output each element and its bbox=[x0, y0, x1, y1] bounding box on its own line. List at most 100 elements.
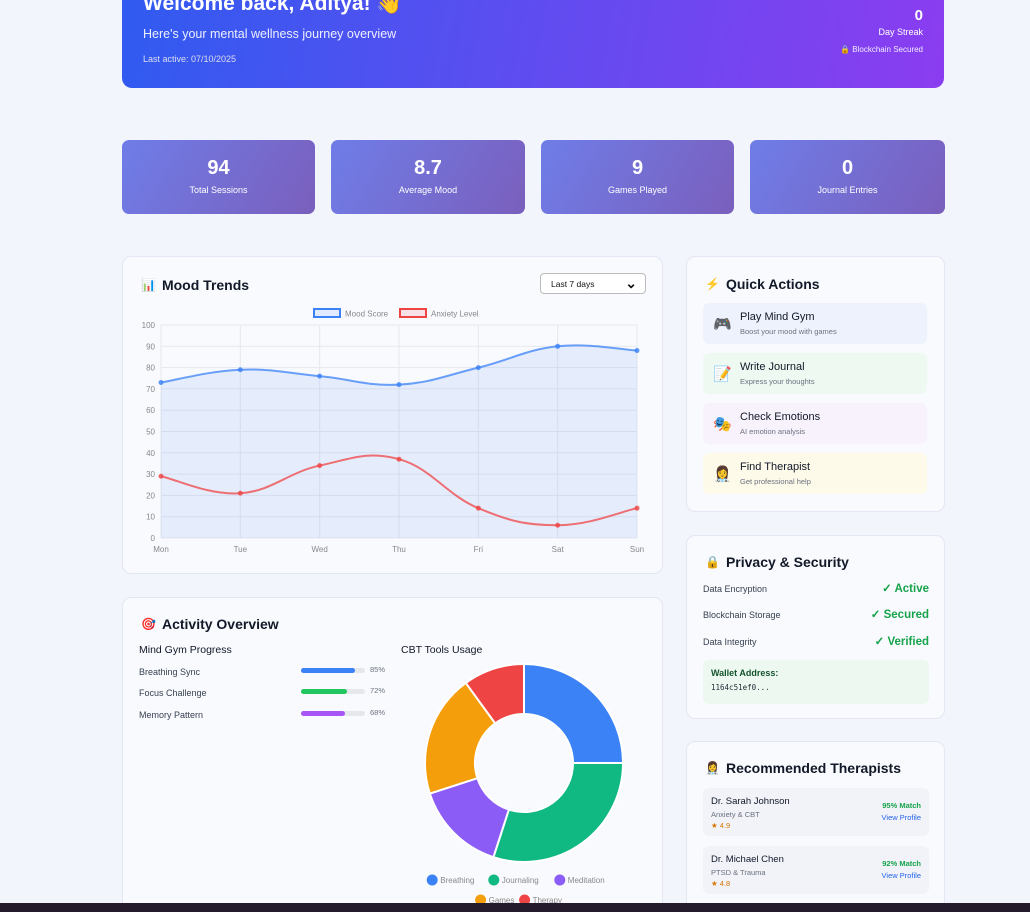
legend-label: Games bbox=[489, 896, 515, 905]
date-range-value: Last 7 days bbox=[551, 279, 595, 289]
progress-percent: 72% bbox=[370, 686, 386, 695]
data-point bbox=[237, 367, 243, 373]
notepad-icon: 📝 bbox=[713, 366, 732, 383]
view-profile-link[interactable]: View Profile bbox=[881, 871, 921, 880]
progress-track bbox=[301, 668, 365, 673]
therapist-specialty: PTSD & Trauma bbox=[711, 868, 766, 877]
find-therapist-button[interactable]: 👩‍⚕️ Find Therapist Get professional hel… bbox=[703, 453, 927, 494]
progress-focus-challenge: Focus Challenge 72% bbox=[139, 686, 386, 698]
bar-chart-icon: 📊 bbox=[141, 278, 156, 292]
data-point bbox=[317, 373, 323, 379]
x-tick-label: Fri bbox=[474, 545, 484, 554]
data-point bbox=[634, 348, 640, 354]
privacy-security-card: 🔒 Privacy & Security Data Encryption ✓ A… bbox=[686, 535, 945, 719]
privacy-status: ✓ Verified bbox=[874, 636, 929, 648]
cbt-doughnut-chart: Breathing Journaling Meditation Games Therap… bbox=[424, 662, 625, 906]
pie-slice bbox=[523, 662, 625, 764]
lock-icon: 🔒 bbox=[705, 555, 720, 569]
lightning-icon: ⚡ bbox=[705, 277, 720, 291]
stat-label: Games Played bbox=[607, 185, 668, 195]
action-title: Play Mind Gym bbox=[740, 311, 815, 323]
x-tick-label: Sun bbox=[630, 545, 644, 554]
legend-label: Anxiety Level bbox=[431, 310, 479, 319]
chevron-down-icon: ⌄ bbox=[625, 275, 637, 291]
stat-average-mood: 8.7 Average Mood bbox=[331, 140, 525, 214]
progress-track bbox=[301, 711, 365, 716]
target-icon: 🎯 bbox=[141, 617, 156, 631]
action-subtitle: Express your thoughts bbox=[740, 377, 815, 386]
pie-slice bbox=[492, 762, 625, 863]
action-title: Write Journal bbox=[740, 361, 805, 373]
action-subtitle: AI emotion analysis bbox=[740, 427, 806, 436]
date-range-select[interactable]: Last 7 days ⌄ bbox=[540, 273, 646, 294]
legend-label: Mood Score bbox=[345, 310, 389, 319]
pie-slice bbox=[424, 681, 497, 795]
stat-label: Average Mood bbox=[398, 185, 458, 195]
x-tick-label: Tue bbox=[234, 545, 248, 554]
progress-memory-pattern: Memory Pattern 68% bbox=[139, 708, 385, 720]
data-point bbox=[396, 456, 402, 462]
mind-gym-progress-title: Mind Gym Progress bbox=[139, 644, 232, 656]
check-emotions-button[interactable]: 🎭 Check Emotions AI emotion analysis bbox=[703, 403, 927, 444]
progress-breathing-sync: Breathing Sync 85% bbox=[139, 665, 386, 677]
stat-value: 8.7 bbox=[414, 157, 442, 179]
legend-label: Meditation bbox=[568, 876, 605, 885]
stat-value: 0 bbox=[841, 157, 854, 179]
recommended-therapists-heading: Recommended Therapists bbox=[725, 760, 902, 776]
privacy-row-encryption: Data Encryption ✓ Active bbox=[703, 583, 929, 595]
x-tick-label: Sat bbox=[552, 545, 565, 554]
privacy-security-heading: Privacy & Security bbox=[725, 554, 849, 570]
legend-swatch bbox=[519, 894, 531, 906]
last-active: Last active: 07/10/2025 bbox=[143, 54, 237, 64]
legend-swatch bbox=[313, 308, 341, 318]
blockchain-secured-badge: 🔒 Blockchain Secured bbox=[840, 45, 923, 54]
legend-label: Journaling bbox=[502, 876, 539, 885]
recommended-therapists-card: 👩‍⚕️ Recommended Therapists Dr. Sarah Jo… bbox=[686, 741, 945, 912]
data-point bbox=[555, 522, 561, 528]
y-tick-label: 40 bbox=[146, 449, 155, 458]
data-point bbox=[634, 505, 640, 511]
privacy-status: ✓ Active bbox=[882, 583, 929, 595]
welcome-subtitle: Here's your mental wellness journey over… bbox=[143, 27, 397, 41]
progress-percent: 85% bbox=[370, 665, 386, 674]
quick-actions-card: ⚡ Quick Actions 🎮 Play Mind Gym Boost yo… bbox=[686, 256, 945, 512]
therapist-name: Dr. Michael Chen bbox=[711, 854, 784, 865]
stat-value: 94 bbox=[207, 157, 230, 179]
data-point bbox=[237, 490, 243, 496]
x-tick-label: Mon bbox=[153, 545, 169, 554]
view-profile-link[interactable]: View Profile bbox=[881, 813, 921, 822]
y-tick-label: 90 bbox=[146, 342, 155, 351]
y-tick-label: 100 bbox=[142, 321, 156, 330]
cbt-tools-title: CBT Tools Usage bbox=[401, 644, 483, 656]
y-tick-label: 10 bbox=[146, 513, 155, 522]
mood-trends-card: 📊 Mood Trends Last 7 days ⌄ 0 10 20 30 40 50 6… bbox=[122, 256, 663, 574]
therapist-card: Dr. Michael Chen PTSD & Trauma ★ 4.8 92%… bbox=[703, 846, 929, 894]
data-point bbox=[475, 365, 481, 371]
therapist-rating: ★ 4.8 bbox=[711, 879, 731, 888]
data-point bbox=[158, 380, 164, 386]
data-point bbox=[158, 473, 164, 479]
wallet-address-value: 1164c51ef0... bbox=[711, 683, 770, 692]
progress-label: Memory Pattern bbox=[139, 710, 204, 720]
legend-label: Breathing bbox=[440, 876, 474, 885]
action-title: Check Emotions bbox=[740, 411, 821, 423]
privacy-label: Data Integrity bbox=[703, 637, 757, 647]
activity-overview-title: 🎯 Activity Overview bbox=[141, 616, 279, 632]
write-journal-button[interactable]: 📝 Write Journal Express your thoughts bbox=[703, 353, 927, 394]
stat-total-sessions: 94 Total Sessions bbox=[122, 140, 315, 214]
therapist-rating: ★ 4.9 bbox=[711, 821, 731, 830]
stat-value: 9 bbox=[631, 157, 644, 179]
legend-swatch bbox=[554, 874, 566, 886]
theater-masks-icon: 🎭 bbox=[713, 416, 732, 433]
wallet-address-label: Wallet Address: bbox=[711, 668, 779, 678]
play-mind-gym-button[interactable]: 🎮 Play Mind Gym Boost your mood with gam… bbox=[703, 303, 927, 344]
data-point bbox=[396, 382, 402, 388]
quick-actions-title: ⚡ Quick Actions bbox=[705, 276, 820, 292]
action-title: Find Therapist bbox=[740, 461, 811, 473]
health-worker-icon: 👩‍⚕️ bbox=[713, 466, 732, 483]
mood-trends-title: 📊 Mood Trends bbox=[141, 277, 249, 293]
quick-actions-heading: Quick Actions bbox=[725, 276, 820, 292]
pie-slice bbox=[464, 662, 525, 725]
data-point bbox=[555, 343, 561, 349]
privacy-label: Blockchain Storage bbox=[703, 610, 781, 620]
